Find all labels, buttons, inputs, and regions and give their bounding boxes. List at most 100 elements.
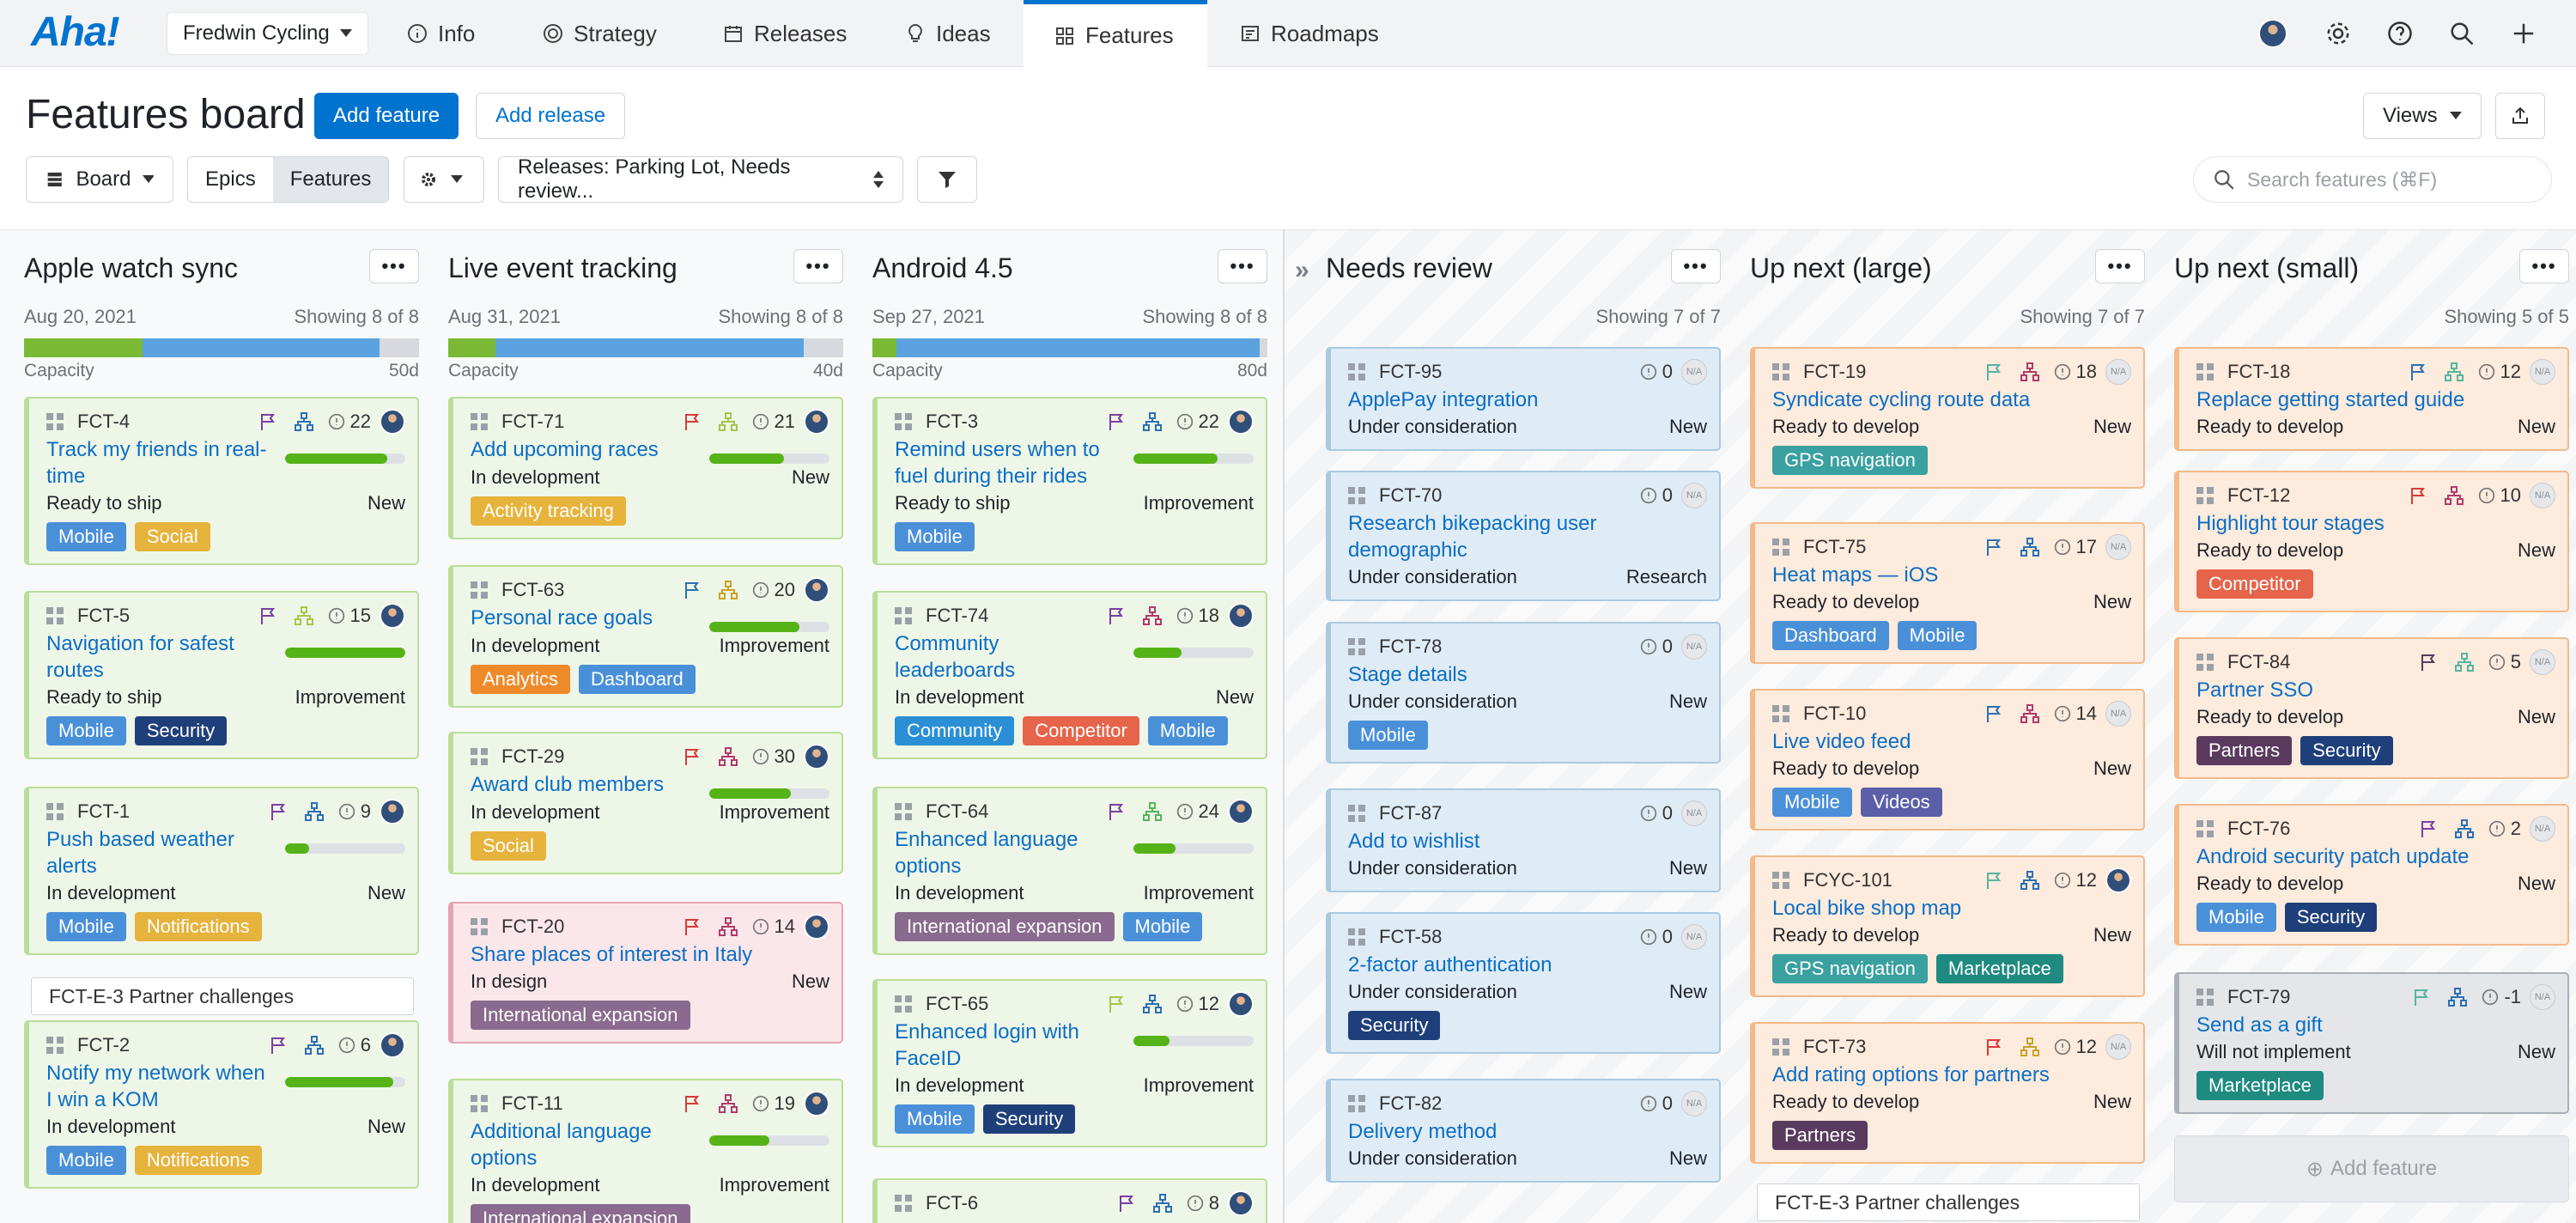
feature-title[interactable]: Syndicate cycling route data [1772, 388, 2031, 411]
tag-badge[interactable]: Notifications [134, 912, 262, 941]
hierarchy-icon[interactable] [1152, 1193, 1173, 1214]
assignee-avatar[interactable] [804, 914, 829, 940]
tag-badge[interactable]: Mobile [1772, 788, 1852, 817]
unassigned-avatar[interactable]: N/A [1681, 483, 1707, 508]
hierarchy-icon[interactable] [2020, 1037, 2040, 1057]
tag-badge[interactable]: Partners [1772, 1121, 1868, 1150]
drag-handle-icon[interactable] [471, 413, 488, 430]
hierarchy-icon[interactable] [2020, 870, 2040, 891]
drag-handle-icon[interactable] [471, 581, 488, 599]
flag-icon[interactable] [1106, 411, 1127, 432]
feature-title[interactable]: Highlight tour stages [2196, 512, 2385, 535]
nav-roadmaps[interactable]: Roadmaps [1240, 0, 1379, 67]
feature-title[interactable]: Remind users when to fuel during their r… [895, 438, 1100, 488]
drag-handle-icon[interactable] [2196, 654, 2214, 671]
assignee-avatar[interactable] [380, 409, 405, 435]
flag-icon[interactable] [1106, 994, 1127, 1014]
tag-badge[interactable]: Competitor [2196, 569, 2313, 599]
drag-handle-icon[interactable] [2196, 989, 2214, 1006]
tag-badge[interactable]: Mobile [2196, 903, 2276, 932]
feature-title[interactable]: Additional language options [471, 1120, 652, 1170]
feature-card[interactable]: FCT-74 18 Community leaderboards In develop… [872, 591, 1267, 759]
tag-badge[interactable]: Dashboard [1772, 621, 1889, 650]
feature-title[interactable]: Stage details [1348, 663, 1467, 686]
tag-badge[interactable]: Mobile [895, 1104, 975, 1134]
nav-info[interactable]: Info [407, 0, 475, 67]
aha-logo[interactable]: Aha! [31, 9, 120, 55]
board-view-dropdown[interactable]: Board [26, 156, 173, 203]
tag-badge[interactable]: Mobile [46, 912, 126, 941]
unassigned-avatar[interactable]: N/A [1681, 634, 1707, 660]
card-settings-dropdown[interactable] [404, 156, 484, 203]
feature-title[interactable]: Partner SSO [2196, 678, 2314, 702]
feature-title[interactable]: Award club members [471, 773, 664, 796]
unassigned-avatar[interactable]: N/A [2530, 984, 2555, 1010]
feature-title[interactable]: Replace getting started guide [2196, 388, 2465, 411]
tag-badge[interactable]: GPS navigation [1772, 446, 1928, 475]
hierarchy-icon[interactable] [2444, 362, 2464, 382]
feature-title[interactable]: Android security patch update [2196, 845, 2470, 868]
column-menu-button[interactable]: ••• [2519, 249, 2569, 283]
assignee-avatar[interactable] [1228, 799, 1254, 824]
flag-icon[interactable] [1984, 1037, 2004, 1057]
column-menu-button[interactable]: ••• [2095, 249, 2145, 283]
nav-releases[interactable]: Releases [723, 0, 847, 67]
filter-button[interactable] [917, 156, 977, 203]
tag-badge[interactable]: Notifications [134, 1146, 262, 1175]
feature-card[interactable]: FCT-6 8 [872, 1178, 1267, 1223]
feature-title[interactable]: 2-factor authentication [1348, 953, 1552, 977]
drag-handle-icon[interactable] [471, 748, 488, 765]
assignee-avatar[interactable] [1228, 409, 1254, 435]
assignee-avatar[interactable] [804, 409, 829, 435]
hierarchy-icon[interactable] [718, 1093, 738, 1114]
flag-icon[interactable] [682, 1093, 702, 1114]
tag-badge[interactable]: Videos [1860, 788, 1942, 817]
unassigned-avatar[interactable]: N/A [2105, 1034, 2131, 1060]
feature-card[interactable]: FCT-73 12 N/A Add rating options for partne… [1750, 1022, 2145, 1164]
flag-icon[interactable] [682, 746, 702, 767]
nav-ideas[interactable]: Ideas [905, 0, 991, 67]
search-features-input[interactable]: Search features (⌘F) [2193, 156, 2552, 203]
assignee-avatar[interactable] [2105, 867, 2131, 893]
feature-card[interactable]: FCT-29 30 Award club members In development… [448, 732, 843, 874]
feature-title[interactable]: Share places of interest in Italy [471, 943, 753, 966]
drag-handle-icon[interactable] [1348, 805, 1365, 822]
tag-badge[interactable]: Mobile [1147, 716, 1228, 745]
features-toggle[interactable]: Features [272, 157, 389, 202]
assignee-avatar[interactable] [804, 1091, 829, 1117]
tag-badge[interactable]: Marketplace [2196, 1071, 2324, 1100]
feature-title[interactable]: Community leaderboards [895, 632, 1016, 682]
drag-handle-icon[interactable] [1348, 638, 1365, 655]
feature-card[interactable]: FCT-75 17 N/A Heat maps — iOS Ready to devel… [1750, 522, 2145, 664]
unassigned-avatar[interactable]: N/A [1681, 1091, 1707, 1117]
hierarchy-icon[interactable] [2447, 987, 2468, 1007]
feature-card[interactable]: FCT-87 0 N/A Add to wishlist Under considera… [1326, 788, 1721, 892]
tag-badge[interactable]: Activity tracking [471, 496, 626, 526]
add-plus-icon[interactable] [2509, 19, 2538, 48]
epic-group-header[interactable]: FCT-E-3 Partner challenges [31, 977, 414, 1015]
unassigned-avatar[interactable]: N/A [2530, 359, 2555, 385]
nav-strategy[interactable]: Strategy [543, 0, 657, 67]
flag-icon[interactable] [258, 605, 278, 626]
flag-icon[interactable] [2411, 987, 2432, 1007]
releases-filter-dropdown[interactable]: Releases: Parking Lot, Needs review... [498, 155, 903, 203]
unassigned-avatar[interactable]: N/A [1681, 359, 1707, 385]
feature-title[interactable]: Research bikepacking user demographic [1348, 512, 1597, 562]
hierarchy-icon[interactable] [1142, 801, 1163, 822]
hierarchy-icon[interactable] [2454, 652, 2475, 672]
hierarchy-icon[interactable] [1142, 605, 1163, 626]
tag-badge[interactable]: Security [982, 1104, 1076, 1134]
assignee-avatar[interactable] [1228, 1190, 1254, 1216]
flag-icon[interactable] [682, 411, 702, 432]
feature-title[interactable]: Enhanced language options [895, 828, 1078, 878]
feature-title[interactable]: Local bike shop map [1772, 897, 1962, 920]
feature-title[interactable]: Push based weather alerts [46, 828, 234, 878]
nav-features[interactable]: Features [1024, 0, 1207, 67]
unassigned-avatar[interactable]: N/A [2105, 534, 2131, 560]
workspace-selector[interactable]: Fredwin Cycling [167, 12, 368, 55]
feature-card[interactable]: FCT-1 9 Push based weather alerts In develo… [24, 787, 419, 955]
feature-card[interactable]: FCT-79 -1 N/A Send as a gift Will not implem… [2174, 972, 2569, 1114]
search-icon[interactable] [2447, 19, 2476, 48]
flag-icon[interactable] [682, 580, 702, 600]
feature-title[interactable]: Personal race goals [471, 606, 653, 630]
